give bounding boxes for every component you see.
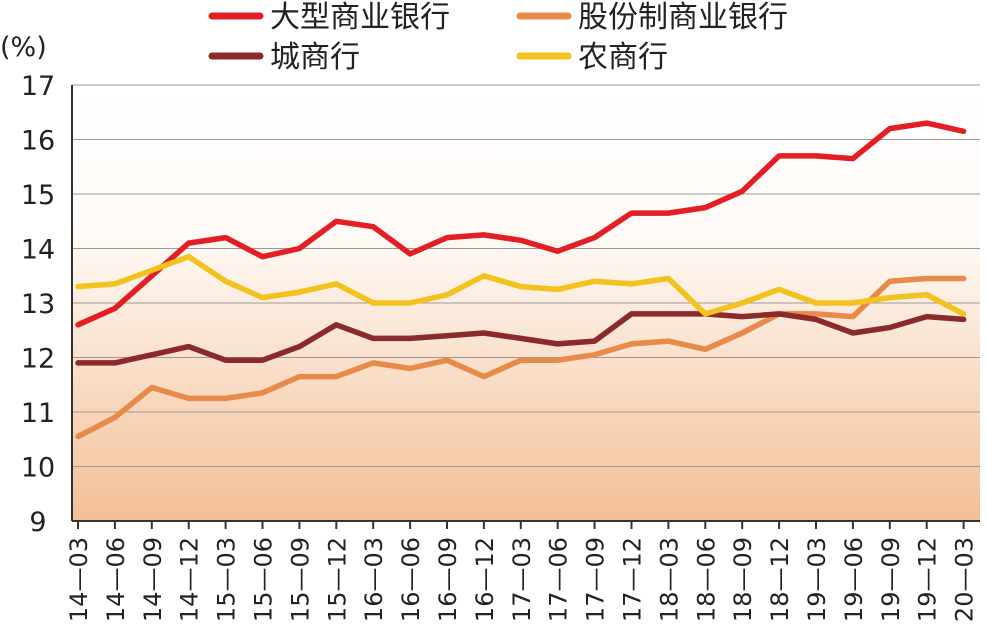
- y-tick-label: 10: [21, 453, 55, 484]
- x-tick-label: 16—12: [471, 537, 499, 622]
- y-tick-label: 12: [21, 344, 55, 375]
- legend-label: 股份制商业银行: [578, 0, 788, 35]
- y-tick-label: 16: [21, 126, 55, 157]
- x-tick-label: 15—09: [286, 537, 314, 622]
- x-tick-label: 16—03: [360, 537, 388, 622]
- x-tick-label: 19—06: [840, 537, 868, 622]
- x-tick-label: 18—06: [692, 537, 720, 622]
- x-tick-label: 18—12: [766, 537, 794, 622]
- x-tick-label: 16—06: [397, 537, 425, 622]
- x-tick-label: 15—06: [250, 537, 278, 622]
- x-tick-label: 16—09: [434, 537, 462, 622]
- x-tick-label: 17—12: [619, 537, 647, 622]
- x-tick-label: 20—03: [951, 537, 979, 622]
- x-tick-label: 14—03: [65, 537, 93, 622]
- y-tick-label: 17: [21, 71, 55, 102]
- y-tick-label: 11: [21, 398, 55, 429]
- y-axis-unit-label: (%): [0, 32, 47, 63]
- x-tick-label: 17—03: [508, 537, 536, 622]
- x-tick-label: 14—12: [176, 537, 204, 622]
- y-tick-label: 9: [29, 507, 46, 538]
- x-tick-label: 17—09: [582, 537, 610, 622]
- x-tick-label: 18—03: [655, 537, 683, 622]
- x-tick-label: 19—03: [803, 537, 831, 622]
- x-tick-label: 17—06: [545, 537, 573, 622]
- series-line-2: [75, 311, 967, 366]
- y-tick-label: 14: [21, 235, 55, 266]
- y-tick-label: 13: [21, 289, 55, 320]
- series-line-0: [75, 120, 967, 328]
- x-tick-label: 14—06: [102, 537, 130, 622]
- x-tick-label: 19—09: [877, 537, 905, 622]
- legend-label: 大型商业银行: [270, 0, 450, 35]
- x-tick-label: 18—09: [729, 537, 757, 622]
- legend-label: 城商行: [270, 40, 360, 75]
- series-line-3: [75, 253, 967, 317]
- axes: 9 10 11 12 13 14 15 16 17 14—03 14—06 14—09 14—12 15—…: [21, 71, 980, 622]
- y-tick-label: 15: [21, 180, 55, 211]
- x-tick-label: 19—12: [914, 537, 942, 622]
- x-tick-label: 15—03: [213, 537, 241, 622]
- legend-label: 农商行: [578, 40, 668, 75]
- x-tick-label: 14—09: [139, 537, 167, 622]
- series-line-1: [75, 275, 967, 440]
- series-lines: [75, 120, 967, 440]
- x-tick-label: 15—12: [323, 537, 351, 622]
